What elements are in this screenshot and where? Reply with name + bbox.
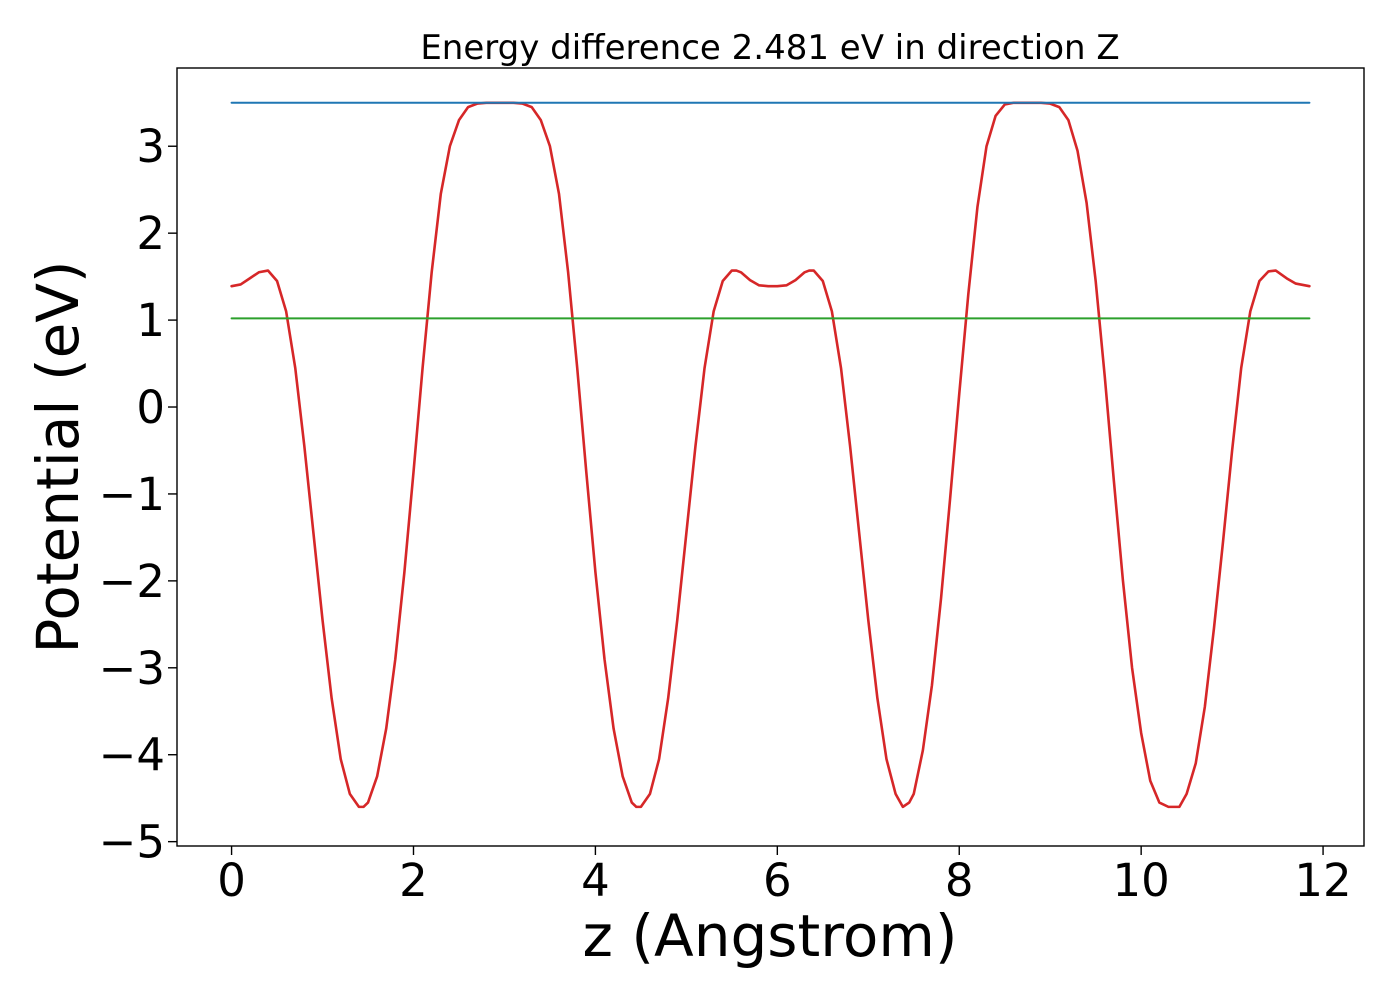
x-axis: 0 2 4 6 8 10 12 — [217, 846, 1352, 907]
y-tick-label: 3 — [136, 120, 165, 173]
plot-frame — [176, 67, 1365, 847]
plot-area — [176, 67, 1365, 847]
y-tick-label: −4 — [99, 729, 165, 782]
x-tick-label: 0 — [217, 854, 246, 907]
y-tick-label: 1 — [136, 294, 165, 347]
x-tick-label: 10 — [1113, 854, 1170, 907]
series-layer — [230, 101, 1311, 809]
x-tick-label: 6 — [763, 854, 792, 907]
y-tick-label: −5 — [99, 816, 165, 869]
potential-curve — [230, 101, 1311, 809]
x-axis-label: z (Angstrom) — [583, 902, 958, 970]
y-tick-label: −3 — [99, 642, 165, 695]
x-tick-label: 8 — [945, 854, 974, 907]
x-tick-label: 12 — [1294, 854, 1351, 907]
y-tick-label: −2 — [99, 555, 165, 608]
y-tick-label: −1 — [99, 468, 165, 521]
y-tick-label: 2 — [136, 207, 165, 260]
y-axis: −5 −4 −3 −2 −1 0 1 2 3 — [99, 120, 177, 869]
chart-title: Energy difference 2.481 eV in direction … — [420, 28, 1119, 68]
y-tick-label: 0 — [136, 381, 165, 434]
y-axis-label: Potential (eV) — [24, 260, 92, 653]
x-tick-label: 4 — [581, 854, 610, 907]
x-tick-label: 2 — [399, 854, 428, 907]
